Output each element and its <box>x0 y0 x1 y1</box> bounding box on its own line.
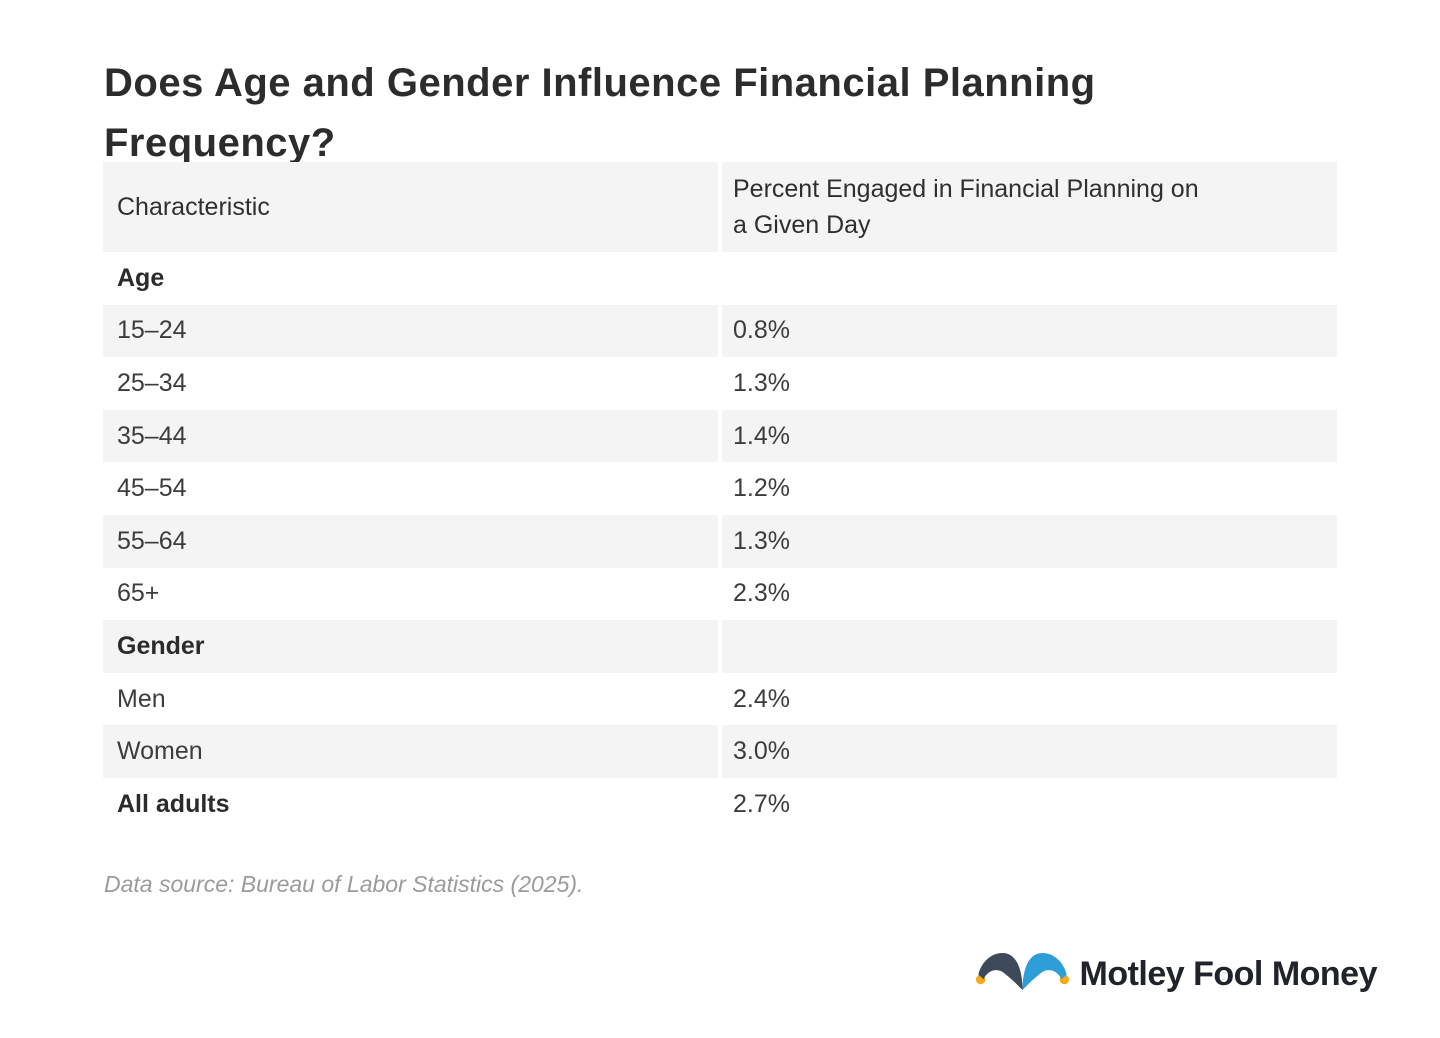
table-row-gender-section: Gender <box>103 620 1337 673</box>
row-value: 1.2% <box>722 462 1337 515</box>
row-label: 65+ <box>103 567 718 621</box>
page-title-line1: Does Age and Gender Influence Financial … <box>104 60 1096 105</box>
row-value: 2.7% <box>722 777 1337 831</box>
logo-wordmark: Motley Fool Money <box>1079 954 1378 993</box>
table-row-25-34: 25–34 1.3% <box>103 357 1337 410</box>
row-value: 1.3% <box>722 357 1337 410</box>
table-row-all-adults: All adults 2.7% <box>103 777 1337 831</box>
row-value: 3.0% <box>722 725 1337 778</box>
row-label: 45–54 <box>103 462 718 515</box>
row-label: Age <box>103 252 718 305</box>
row-value: 0.8% <box>722 304 1337 358</box>
table-row-65-plus: 65+ 2.3% <box>103 567 1337 621</box>
row-label: 25–34 <box>103 357 718 410</box>
jester-hat-icon <box>975 952 1069 990</box>
table-row-15-24: 15–24 0.8% <box>103 304 1337 358</box>
row-value <box>722 620 1337 673</box>
row-label: 35–44 <box>103 409 718 463</box>
table-row-45-54: 45–54 1.2% <box>103 462 1337 515</box>
row-value: 1.3% <box>722 514 1337 568</box>
column-header-percent: Percent Engaged in Financial Planning on… <box>722 162 1337 252</box>
row-label: Men <box>103 672 718 726</box>
row-value <box>722 252 1337 305</box>
page-title-line2: Frequency? <box>104 120 336 165</box>
row-label: Gender <box>103 620 718 673</box>
table-row-women: Women 3.0% <box>103 725 1337 778</box>
table-row-men: Men 2.4% <box>103 672 1337 726</box>
page-title: Does Age and Gender Influence Financial … <box>104 53 1096 173</box>
row-value: 1.4% <box>722 409 1337 463</box>
data-source-note: Data source: Bureau of Labor Statistics … <box>104 871 584 897</box>
row-value: 2.3% <box>722 567 1337 621</box>
row-value: 2.4% <box>722 672 1337 726</box>
row-label: Women <box>103 725 718 778</box>
row-label: All adults <box>103 777 718 831</box>
row-label: 15–24 <box>103 304 718 358</box>
column-header-characteristic: Characteristic <box>103 162 718 252</box>
table-row-35-44: 35–44 1.4% <box>103 409 1337 463</box>
motley-fool-money-logo: Motley Fool Money <box>975 947 1378 995</box>
table-body: Age 15–24 0.8% 25–34 1.3% 35–44 1.4% 45–… <box>103 252 1337 831</box>
data-table: Characteristic Percent Engaged in Financ… <box>103 162 1337 831</box>
table-row-55-64: 55–64 1.3% <box>103 514 1337 568</box>
table-header-row: Characteristic Percent Engaged in Financ… <box>103 162 1337 252</box>
row-label: 55–64 <box>103 514 718 568</box>
table-row-age-section: Age <box>103 252 1337 305</box>
